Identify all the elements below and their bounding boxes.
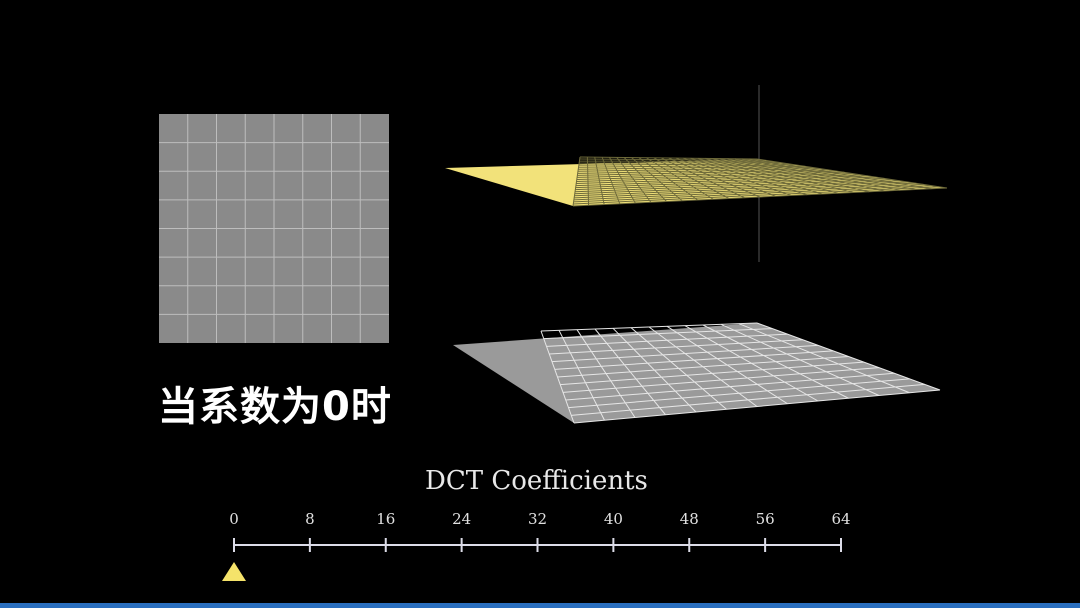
axis-tick-label: 48 bbox=[679, 510, 699, 528]
yellow-surface-grid-line bbox=[734, 158, 901, 191]
yellow-surface-grid-line bbox=[572, 187, 948, 207]
yellow-surface-grid-line bbox=[742, 158, 916, 190]
axis-tick-label: 24 bbox=[452, 510, 472, 528]
gray-surface-grid-line bbox=[571, 383, 925, 416]
gray-surface-grid-line bbox=[568, 378, 910, 409]
yellow-surface-grid-line bbox=[574, 182, 916, 199]
yellow-surface-grid-line bbox=[756, 158, 948, 189]
axis-tick-label: 8 bbox=[305, 510, 315, 528]
base-surface-gray bbox=[453, 322, 941, 424]
axis-tick-label: 16 bbox=[376, 510, 396, 528]
coefficient-axis bbox=[222, 538, 842, 581]
axis-tick-label: 56 bbox=[755, 510, 775, 528]
axis-tick-label: 64 bbox=[831, 510, 851, 528]
gray-surface-grid-line bbox=[756, 322, 941, 391]
pixel-block-grid-lines bbox=[159, 114, 389, 343]
gray-surface-face bbox=[453, 323, 940, 423]
gray-surface-grid-line bbox=[738, 323, 910, 394]
yellow-surface-grid-line bbox=[573, 186, 940, 205]
yellow-surface-grid-line bbox=[573, 185, 932, 203]
yellow-surface-grid-line bbox=[573, 183, 924, 201]
pixel-block-8x8 bbox=[159, 114, 389, 343]
reconstructed-surface-yellow bbox=[445, 156, 948, 207]
axis-tick-label: 32 bbox=[527, 510, 548, 528]
axis-title: DCT Coefficients bbox=[425, 466, 648, 496]
video-progress-bar[interactable] bbox=[0, 603, 1080, 608]
axis-tick-label: 40 bbox=[603, 510, 623, 528]
coefficient-marker-icon[interactable] bbox=[222, 562, 246, 581]
yellow-surface-grid-line bbox=[749, 158, 932, 190]
axis-tick-label: 0 bbox=[229, 510, 239, 528]
caption-text: 当系数为0时 bbox=[158, 384, 392, 430]
gray-surface-grid-line bbox=[573, 389, 941, 424]
